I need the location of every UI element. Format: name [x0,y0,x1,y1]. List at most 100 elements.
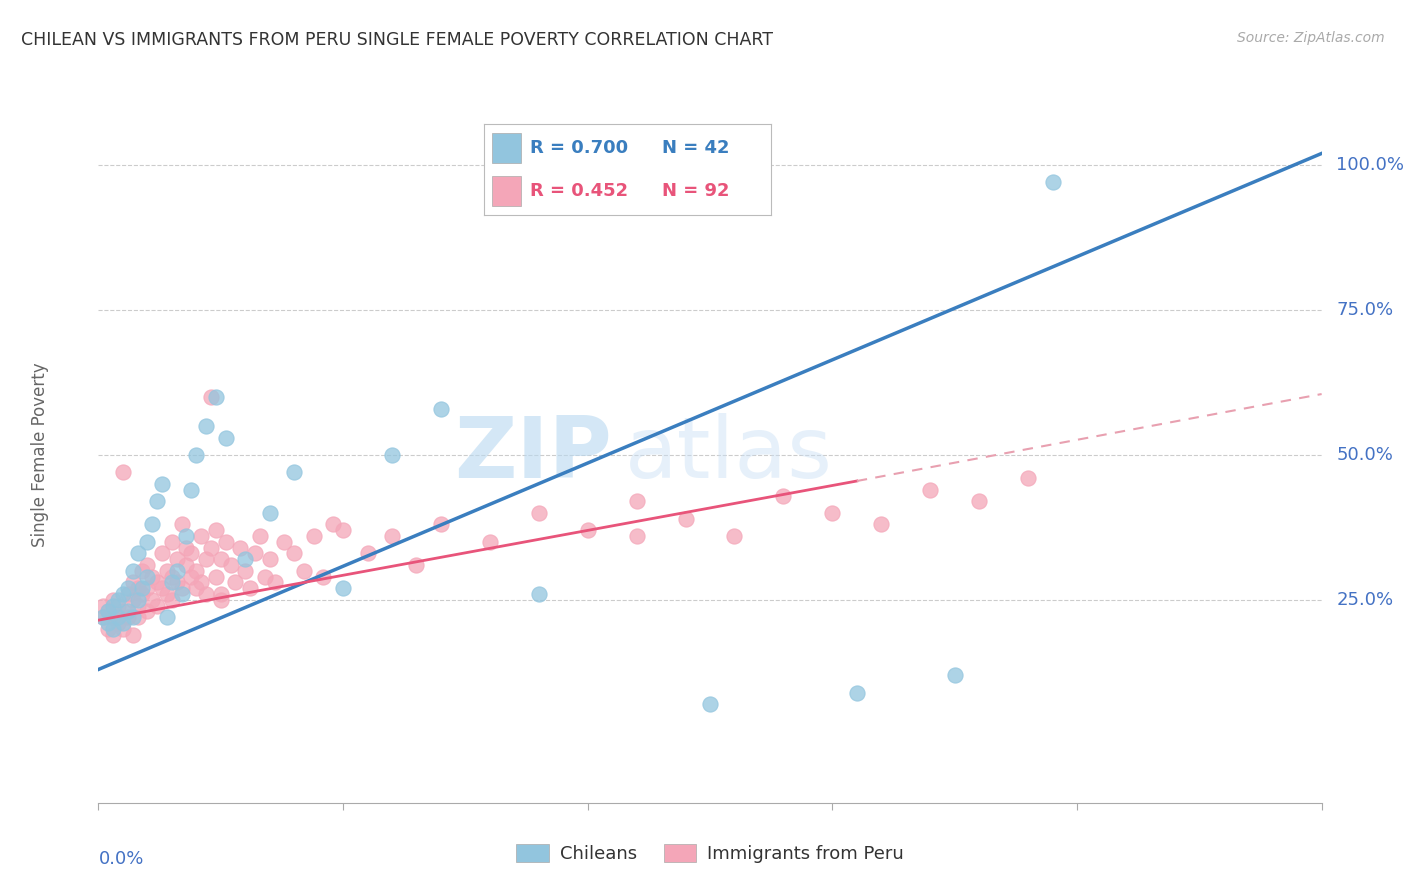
Point [209,552,232,566]
Point [146,494,169,508]
Point [160,570,183,584]
Point [111,622,134,636]
Point [156,587,179,601]
Point [283,466,305,480]
Point [111,466,134,480]
Text: CHILEAN VS IMMIGRANTS FROM PERU SINGLE FEMALE POVERTY CORRELATION CHART: CHILEAN VS IMMIGRANTS FROM PERU SINGLE F… [21,31,773,49]
Point [356,546,378,561]
Point [117,610,139,624]
Point [249,529,271,543]
Point [91,599,114,613]
Point [209,592,232,607]
Point [233,564,256,578]
Point [136,582,159,596]
Text: 25.0%: 25.0% [1336,591,1393,609]
Point [233,552,256,566]
Point [136,570,159,584]
Point [259,552,281,566]
Point [180,483,202,497]
Point [111,605,134,619]
Point [312,570,335,584]
Point [527,506,550,520]
Point [150,546,173,561]
Text: ZIP: ZIP [454,413,612,497]
Point [146,575,169,590]
Point [136,558,159,573]
Legend: Chileans, Immigrants from Peru: Chileans, Immigrants from Peru [509,837,911,871]
Point [292,564,315,578]
Point [190,529,212,543]
Point [160,534,183,549]
Point [205,390,228,404]
Point [160,592,183,607]
Text: atlas: atlas [624,413,832,497]
Point [160,575,183,590]
Point [209,587,232,601]
Point [195,552,218,566]
Point [101,622,124,636]
Point [131,564,153,578]
Text: 75.0%: 75.0% [1336,301,1393,319]
Point [845,685,868,699]
Point [156,610,179,624]
Point [1017,471,1039,485]
Point [166,552,188,566]
Point [243,546,266,561]
Point [195,587,218,601]
Point [131,587,153,601]
Point [214,431,236,445]
Point [141,570,163,584]
Point [322,517,344,532]
Point [107,599,129,613]
Text: Single Female Poverty: Single Female Poverty [31,363,49,547]
Point [675,511,697,525]
Point [699,698,721,712]
Point [127,592,149,607]
Point [576,523,599,537]
Point [111,615,134,630]
Point [127,546,149,561]
Point [170,582,193,596]
Point [870,517,893,532]
Point [127,610,149,624]
Point [195,419,218,434]
Point [405,558,427,573]
Point [176,541,198,555]
Point [186,582,208,596]
Point [91,610,114,624]
Point [943,668,966,682]
Text: 100.0%: 100.0% [1336,156,1405,174]
Point [205,523,228,537]
Point [117,582,139,596]
Point [156,564,179,578]
Point [101,592,124,607]
Point [117,587,139,601]
Point [527,587,550,601]
Point [101,628,124,642]
Point [273,534,295,549]
Point [176,529,198,543]
Point [121,575,143,590]
Point [131,582,153,596]
Point [200,541,222,555]
Point [626,494,648,508]
Point [381,448,404,462]
Point [101,610,124,624]
Point [101,599,124,613]
Point [150,476,173,491]
Point [146,599,169,613]
Point [259,506,281,520]
Point [170,587,193,601]
Point [97,615,120,630]
Point [166,575,188,590]
Point [117,605,139,619]
Point [176,558,198,573]
Point [239,582,262,596]
Point [430,517,453,532]
Point [821,506,844,520]
Point [224,575,246,590]
Point [478,534,501,549]
Point [723,529,745,543]
Point [141,517,163,532]
Point [920,483,942,497]
